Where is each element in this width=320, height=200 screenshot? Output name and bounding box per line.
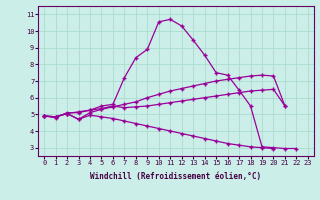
- X-axis label: Windchill (Refroidissement éolien,°C): Windchill (Refroidissement éolien,°C): [91, 172, 261, 181]
